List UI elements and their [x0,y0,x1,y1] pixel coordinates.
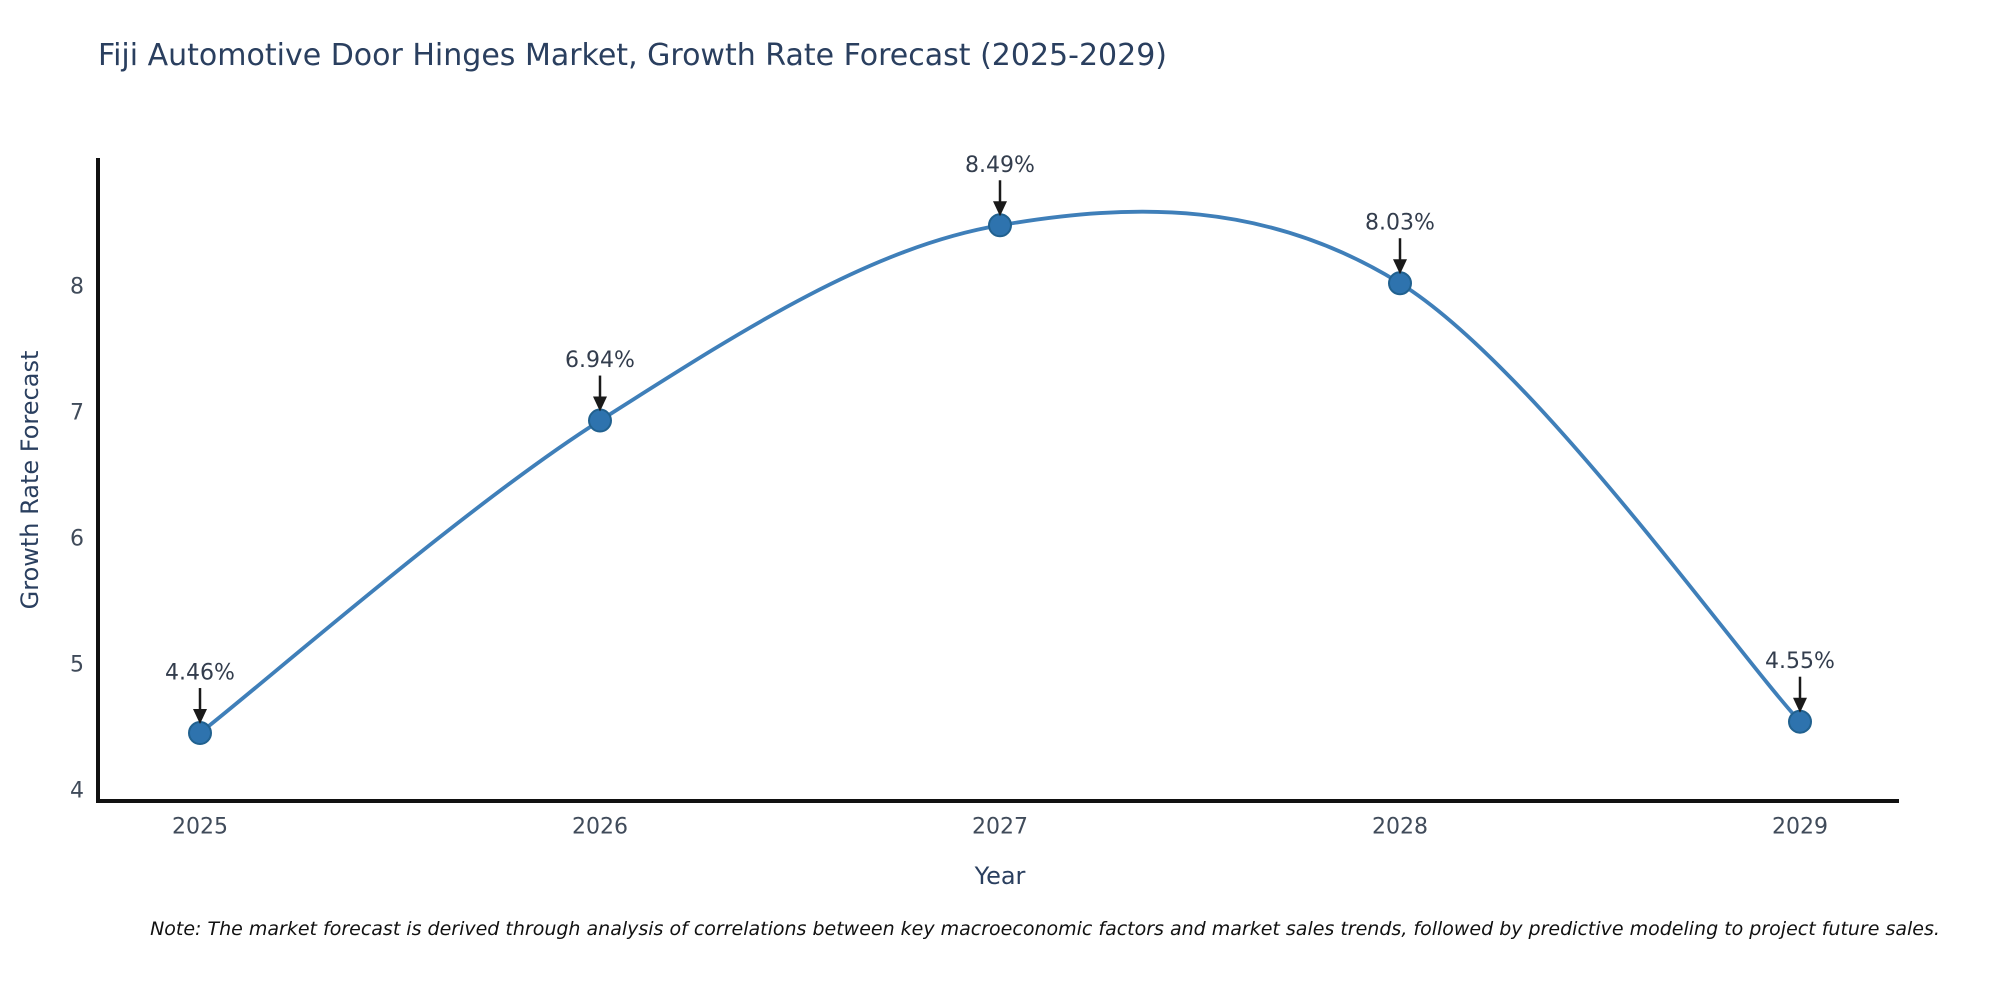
data-point-2028 [1388,271,1412,296]
annotation-label: 4.55% [1765,649,1835,674]
annotation-arrowhead [993,201,1007,217]
y-tick-label: 4 [70,779,84,804]
annotation-arrowhead [593,396,607,412]
annotation-label: 8.03% [1365,211,1435,236]
x-tick-label: 2026 [572,815,628,840]
data-point-2027 [988,213,1012,238]
x-tick-label: 2028 [1372,815,1428,840]
y-tick-label: 8 [70,275,84,300]
x-tick-label: 2025 [172,815,228,840]
footnote: Note: The market forecast is derived thr… [150,918,1940,940]
y-axis-title: Growth Rate Forecast [16,350,44,610]
chart-title: Fiji Automotive Door Hinges Market, Grow… [98,38,1167,73]
annotation-arrowhead [1793,697,1807,713]
forecast-line [198,209,1802,735]
x-tick-label: 2027 [972,815,1028,840]
annotation-label: 8.49% [965,153,1035,178]
annotation-arrowhead [1393,259,1407,275]
y-tick-label: 6 [70,527,84,552]
data-point-2026 [588,408,612,433]
data-point-2025 [188,721,212,746]
annotation-label: 6.94% [565,348,635,373]
annotation-label: 4.46% [165,661,235,686]
y-tick-label: 5 [70,653,84,678]
annotation-arrowhead [193,709,207,725]
data-point-2029 [1788,709,1812,734]
x-tick-label: 2029 [1772,815,1828,840]
x-axis-title: Year [974,862,1026,890]
y-tick-label: 7 [70,401,84,426]
